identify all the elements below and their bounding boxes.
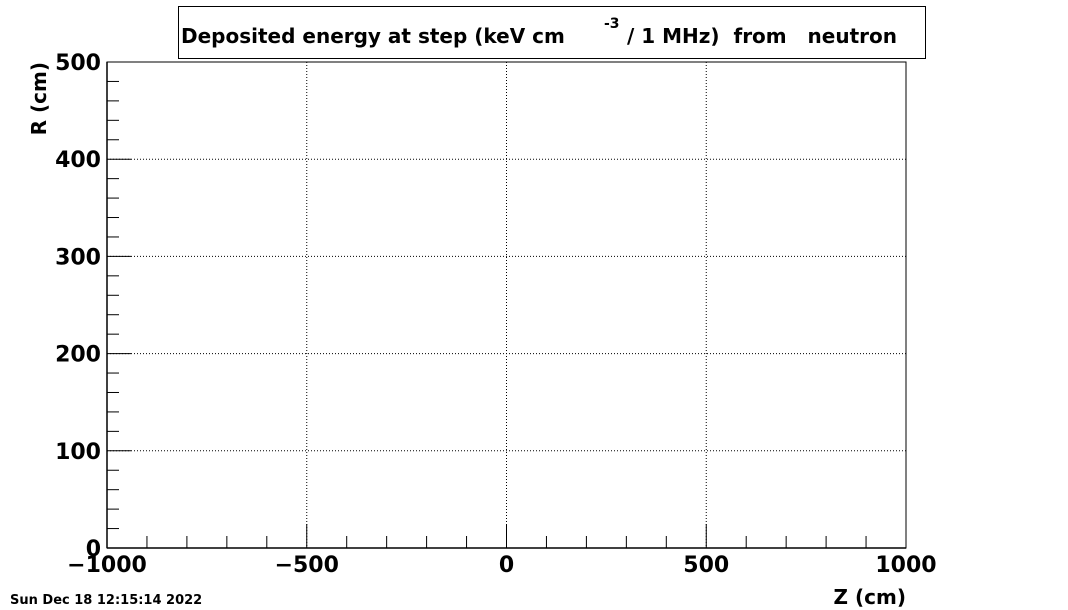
y-tick-label: 300: [55, 245, 101, 270]
y-tick-label: 400: [55, 148, 101, 173]
title-superscript: -3: [604, 16, 620, 32]
title-box: [178, 6, 926, 59]
timestamp: Sun Dec 18 12:15:14 2022: [10, 593, 202, 608]
y-axis-label: R (cm): [27, 62, 51, 135]
y-tick-label: 0: [86, 537, 101, 562]
y-tick-label: 100: [55, 440, 101, 465]
x-tick-label: 1000: [875, 553, 936, 578]
y-tick-label: 500: [55, 51, 101, 76]
x-tick-label: 0: [499, 553, 514, 578]
title-end: / 1 MHz) from neutron: [627, 24, 897, 48]
chart-title: Deposited energy at step (keV cm: [181, 24, 565, 48]
x-tick-label: 500: [683, 553, 729, 578]
x-axis-label: Z (cm): [834, 585, 906, 609]
x-tick-label: −1000: [67, 553, 147, 578]
y-tick-label: 200: [55, 343, 101, 368]
x-tick-label: −500: [275, 553, 339, 578]
